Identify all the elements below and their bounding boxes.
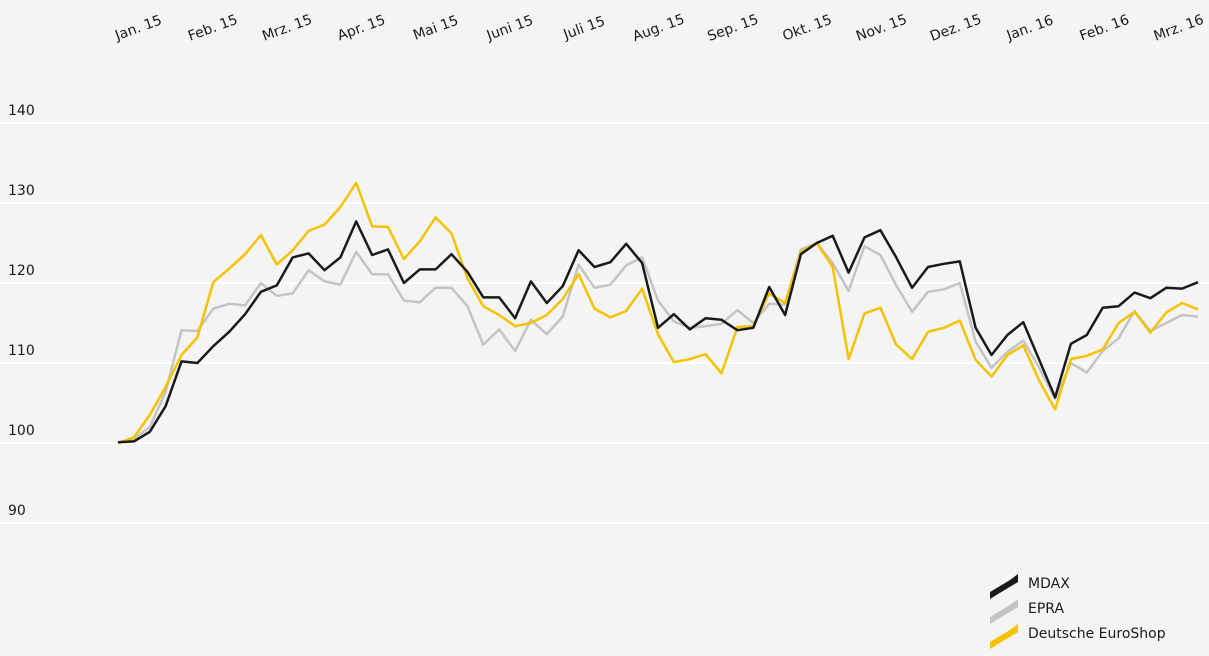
- legend-label: EPRA: [1028, 601, 1064, 617]
- line-series: [117, 181, 1199, 445]
- y-tick-label: 130: [8, 183, 35, 199]
- x-tick-label: Sep. 15: [705, 12, 760, 45]
- x-tick-label: Mrz. 16: [1152, 12, 1206, 45]
- x-tick-label: Jan. 16: [1004, 12, 1056, 44]
- line-series: [117, 220, 1199, 444]
- x-tick-label: Apr. 15: [335, 12, 387, 44]
- legend-label: Deutsche EuroShop: [1028, 626, 1166, 642]
- legend-label: MDAX: [1028, 576, 1070, 592]
- x-tick-label: Aug. 15: [631, 11, 687, 45]
- y-tick-label: 90: [8, 503, 26, 519]
- x-tick-label: Dez. 15: [928, 12, 984, 45]
- line-series: [117, 241, 1199, 445]
- x-tick-label: Juni 15: [484, 13, 536, 45]
- y-tick-label: 120: [8, 263, 35, 279]
- x-tick-label: Feb. 16: [1078, 12, 1132, 45]
- x-tick-label: Feb. 15: [186, 12, 240, 45]
- legend-swatch: [990, 624, 1018, 649]
- y-tick-label: 100: [8, 423, 35, 439]
- x-tick-label: Nov. 15: [854, 12, 909, 45]
- y-tick-label: 110: [8, 343, 35, 359]
- x-tick-label: Jan. 15: [112, 12, 164, 44]
- x-tick-label: Mai 15: [411, 13, 460, 44]
- x-tick-label: Mrz. 15: [260, 12, 314, 45]
- x-tick-label: Juli 15: [561, 13, 608, 43]
- legend-swatch: [990, 599, 1018, 624]
- y-tick-label: 140: [8, 103, 35, 119]
- legend-swatch: [990, 574, 1018, 599]
- x-tick-label: Okt. 15: [780, 12, 834, 45]
